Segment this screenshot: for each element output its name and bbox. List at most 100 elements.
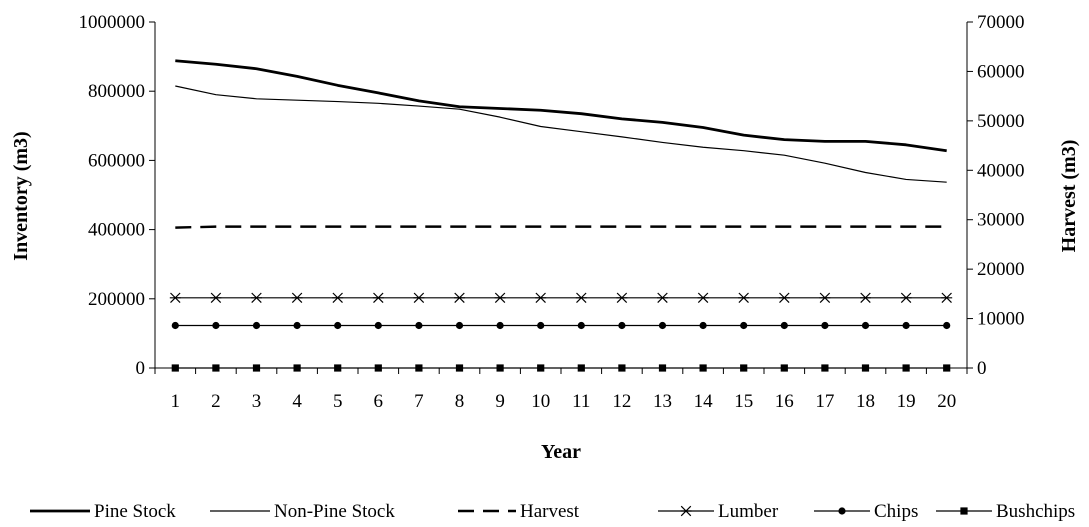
legend-label-lumber: Lumber — [718, 501, 779, 522]
x-tick-label: 6 — [374, 391, 384, 412]
series-marker-chips — [780, 321, 788, 330]
series-marker-chips — [821, 321, 829, 330]
series-marker-bushchips — [496, 364, 504, 372]
series-marker-chips — [943, 321, 951, 330]
series-marker-bushchips — [577, 364, 585, 372]
series-marker-lumber — [900, 292, 912, 304]
series-marker-bushchips — [861, 364, 870, 372]
series-marker-lumber — [575, 292, 587, 304]
series-marker-chips — [415, 321, 423, 330]
series-marker-bushchips — [374, 364, 382, 372]
series-marker-bushchips — [821, 364, 829, 372]
series-marker-chips — [740, 321, 748, 330]
x-tick-label: 3 — [252, 391, 262, 412]
series-marker-chips — [252, 321, 261, 330]
series-marker-chips — [171, 321, 179, 330]
plot-area: 0 200000 400000 600000 800000 1000000 0 10000 20… — [79, 12, 1025, 412]
x-tick-label: 12 — [612, 391, 631, 412]
series-marker-chips — [699, 321, 707, 330]
series-marker-lumber — [494, 292, 506, 304]
x-tick-label: 10 — [531, 391, 550, 412]
legend-marker-lumber — [680, 505, 692, 517]
series-marker-lumber — [413, 292, 425, 304]
x-tick-label: 1 — [171, 391, 181, 412]
series-marker-bushchips — [658, 364, 667, 372]
x-tick-label: 13 — [653, 391, 672, 412]
series-marker-lumber — [535, 292, 547, 304]
series-marker-lumber — [372, 292, 384, 304]
series-marker-lumber — [251, 292, 262, 304]
legend-label-pine-stock: Pine Stock — [94, 501, 176, 522]
series-marker-bushchips — [537, 364, 545, 372]
series-marker-chips — [577, 321, 585, 330]
legend-label-bushchips: Bushchips — [996, 501, 1075, 522]
y-tick-label-right: 60000 — [977, 61, 1025, 82]
y-tick-label-right: 70000 — [977, 12, 1025, 33]
legend-label-harvest: Harvest — [520, 501, 580, 522]
y-tick-label-right: 40000 — [977, 160, 1025, 181]
series-marker-bushchips — [780, 364, 788, 372]
y-tick-label-right: 0 — [977, 358, 987, 379]
series-marker-lumber — [169, 292, 181, 304]
series-marker-bushchips — [902, 364, 910, 372]
legend-marker-bushchips — [960, 507, 968, 515]
series-marker-bushchips — [455, 364, 464, 372]
series-marker-bushchips — [171, 364, 179, 372]
x-tick-label: 14 — [694, 391, 714, 412]
x-tick-label: 18 — [856, 391, 875, 412]
legend: Pine Stock Non-Pine Stock Harvest Lumber Chi… — [30, 501, 1075, 522]
series-marker-lumber — [819, 292, 831, 304]
series-marker-chips — [293, 321, 301, 330]
x-tick-label: 8 — [455, 391, 465, 412]
series-marker-lumber — [860, 292, 871, 304]
y-axis-title-left: Inventory (m3) — [10, 131, 32, 260]
series-marker-lumber — [454, 292, 465, 304]
y-tick-label-right: 50000 — [977, 111, 1025, 132]
series-line-pine-stock — [175, 59, 947, 153]
series-marker-bushchips — [212, 364, 220, 372]
x-tick-label: 20 — [937, 391, 956, 412]
x-tick-label: 16 — [775, 391, 794, 412]
y-tick-label-right: 10000 — [977, 309, 1025, 330]
y-axis-title-right: Harvest (m3) — [1058, 140, 1080, 253]
series-marker-bushchips — [943, 364, 951, 372]
series-marker-lumber — [210, 292, 222, 304]
series-marker-bushchips — [334, 364, 342, 372]
x-tick-label: 2 — [211, 391, 221, 412]
series-marker-chips — [902, 321, 910, 330]
y-tick-label-left: 400000 — [88, 220, 145, 241]
x-tick-label: 7 — [414, 391, 424, 412]
series-marker-chips — [618, 321, 626, 330]
y-tick-label-left: 1000000 — [79, 12, 146, 33]
x-axis-title: Year — [541, 441, 581, 463]
series-marker-chips — [658, 321, 667, 330]
series-marker-chips — [537, 321, 545, 330]
series-marker-bushchips — [740, 364, 748, 372]
series-line-harvest — [175, 225, 947, 229]
series-marker-chips — [212, 321, 220, 330]
series-marker-chips — [374, 321, 382, 330]
series-marker-bushchips — [618, 364, 626, 372]
series-marker-lumber — [778, 292, 790, 304]
series-marker-lumber — [291, 292, 303, 304]
y-tick-label-left: 600000 — [88, 150, 145, 171]
legend-label-chips: Chips — [874, 501, 918, 522]
series-marker-chips — [861, 321, 870, 330]
y-tick-label-right: 30000 — [977, 210, 1025, 231]
series-line-non-pine-stock — [175, 85, 947, 183]
x-tick-label: 4 — [292, 391, 302, 412]
series-marker-lumber — [738, 292, 750, 304]
series-marker-bushchips — [699, 364, 707, 372]
x-tick-label: 5 — [333, 391, 343, 412]
x-tick-label: 11 — [572, 391, 590, 412]
series-marker-lumber — [657, 292, 668, 304]
series-marker-lumber — [697, 292, 709, 304]
y-tick-label-left: 0 — [136, 358, 146, 379]
series-marker-bushchips — [252, 364, 261, 372]
series-marker-bushchips — [293, 364, 301, 372]
series-marker-chips — [496, 321, 504, 330]
y-tick-label-left: 800000 — [88, 81, 145, 102]
legend-marker-chips — [838, 507, 846, 515]
series-marker-lumber — [941, 292, 953, 304]
